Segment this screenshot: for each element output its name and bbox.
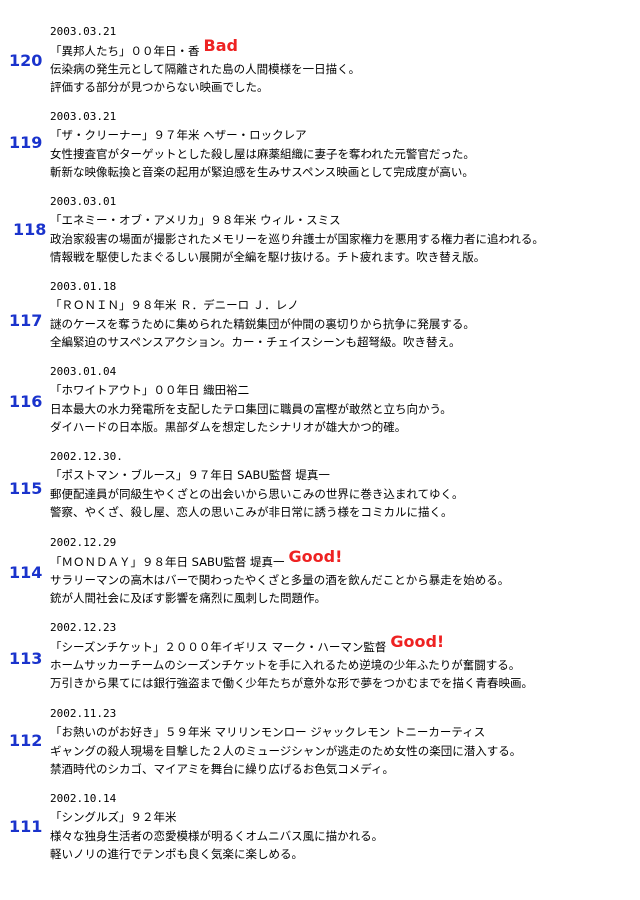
movie-entry: 113 2002.12.23 「シーズンチケット」２０００年イギリス マーク・ハ…	[0, 621, 640, 707]
entry-description-2: 全編緊迫のサスペンスアクション。カー・チェイスシーンも超弩級。吹き替え。	[50, 335, 461, 349]
entry-description-1: 女性捜査官がターゲットとした殺し屋は麻薬組織に妻子を奪われた元警官だった。	[50, 147, 475, 161]
entry-date: 2002.11.23	[50, 707, 117, 720]
entry-date: 2002.12.23	[50, 621, 117, 634]
entry-title-line: 「ＲＯＮＩＮ」９８年米 Ｒ．デニーロ Ｊ．レノ	[50, 296, 299, 314]
rating-badge: Bad	[203, 36, 238, 55]
entry-description-2: 斬新な映像転換と音楽の起用が緊迫感を生みサスペンス映画として完成度が高い。	[50, 165, 474, 179]
entry-number: 112	[9, 731, 43, 750]
entry-description-1: サラリーマンの高木はバーで関わったやくざと多量の酒を飲んだことから暴走を始める。	[50, 573, 510, 587]
entry-date: 2003.03.01	[50, 195, 117, 208]
entry-number: 116	[9, 392, 43, 411]
entry-title: 「エネミー・オブ・アメリカ」９８年米 ウィル・スミス	[50, 213, 341, 227]
entry-date: 2002.10.14	[50, 792, 117, 805]
rating-badge: Good!	[288, 547, 343, 566]
movie-entry: 119 2003.03.21 「ザ・クリーナー」９７年米 ヘザー・ロックレア 女…	[0, 110, 640, 196]
entry-description-1: 様々な独身生活者の恋愛模様が明るくオムニバス風に描かれる。	[50, 829, 384, 843]
entry-number: 113	[9, 649, 43, 668]
movie-entry: 114 2002.12.29 「ＭＯＮＤＡＹ」９８年日 SABU監督 堤真一 Go…	[0, 536, 640, 622]
movie-entry: 115 2002.12.30. 「ポストマン・ブルース」９７年日 SABU監督 …	[0, 450, 640, 536]
entry-title: 「異邦人たち」００年日・香	[50, 44, 200, 58]
movie-entry: 117 2003.01.18 「ＲＯＮＩＮ」９８年米 Ｒ．デニーロ Ｊ．レノ 謎…	[0, 280, 640, 366]
entry-title: 「ホワイトアウト」００年日 織田裕二	[50, 383, 250, 397]
entry-title-line: 「ホワイトアウト」００年日 織田裕二	[50, 381, 249, 399]
entry-date: 2003.01.18	[50, 280, 117, 293]
entry-description-1: ホームサッカーチームのシーズンチケットを手に入れるため逆境の少年ふたりが奮闘する…	[50, 658, 521, 672]
entry-date: 2003.03.21	[50, 110, 117, 123]
entry-description-2: 万引きから果てには銀行強盗まで働く少年たちが意外な形で夢をつかむまでを描く青春映…	[50, 676, 533, 690]
entry-number: 111	[9, 817, 43, 836]
entry-number: 120	[9, 51, 43, 70]
entry-description-2: 軽いノリの進行でテンポも良く気楽に楽しめる。	[50, 847, 303, 861]
entry-number: 115	[9, 479, 43, 498]
entry-title-line: 「シングルズ」９２年米	[50, 808, 177, 826]
entry-title-line: 「ポストマン・ブルース」９７年日 SABU監督 堤真一	[50, 466, 330, 484]
entry-title: 「ＲＯＮＩＮ」９８年米 Ｒ．デニーロ Ｊ．レノ	[50, 298, 299, 312]
movie-entry: 116 2003.01.04 「ホワイトアウト」００年日 織田裕二 日本最大の水…	[0, 365, 640, 451]
entry-description-2: 禁酒時代のシカゴ、マイアミを舞台に繰り広げるお色気コメディ。	[50, 762, 394, 776]
entry-title-line: 「ＭＯＮＤＡＹ」９８年日 SABU監督 堤真一 Good!	[50, 548, 342, 571]
movie-entry: 120 2003.03.21 「異邦人たち」００年日・香 Bad 伝染病の発生元と…	[0, 25, 640, 111]
entry-date: 2003.03.21	[50, 25, 117, 38]
entry-title-line: 「シーズンチケット」２０００年イギリス マーク・ハーマン監督 Good!	[50, 633, 444, 656]
entry-description-2: ダイハードの日本版。黒部ダムを想定したシナリオが雄大かつ的確。	[50, 420, 407, 434]
entry-title-line: 「ザ・クリーナー」９７年米 ヘザー・ロックレア	[50, 126, 307, 144]
entry-title-line: 「エネミー・オブ・アメリカ」９８年米 ウィル・スミス	[50, 211, 341, 229]
entry-description-2: 銃が人間社会に及ぼす影響を痛烈に風刺した問題作。	[50, 591, 326, 605]
entry-description-1: 郵便配達員が同級生やくざとの出会いから思いこみの世界に巻き込まれてゆく。	[50, 487, 464, 501]
entry-description-1: ギャングの殺人現場を目撃した２人のミュージシャンが逃走のため女性の楽団に潜入する…	[50, 744, 522, 758]
entry-number: 117	[9, 311, 43, 330]
entry-description-2: 評価する部分が見つからない映画でした。	[50, 80, 269, 94]
entry-title: 「ザ・クリーナー」９７年米 ヘザー・ロックレア	[50, 128, 307, 142]
entry-title-line: 「お熱いのがお好き」５９年米 マリリンモンロー ジャックレモン トニーカーティス	[50, 723, 485, 741]
entry-number: 114	[9, 563, 43, 582]
entry-description-1: 日本最大の水力発電所を支配したテロ集団に職員の富樫が敢然と立ち向かう。	[50, 402, 452, 416]
entry-date: 2002.12.30.	[50, 450, 123, 463]
entry-description-1: 謎のケースを奪うために集められた精鋭集団が仲間の裏切りから抗争に発展する。	[50, 317, 475, 331]
entry-number: 118	[13, 220, 47, 239]
movie-entry: 111 2002.10.14 「シングルズ」９２年米 様々な独身生活者の恋愛模様…	[0, 792, 640, 878]
rating-badge: Good!	[390, 632, 445, 651]
entry-description-2: 警察、やくざ、殺し屋、恋人の思いこみが非日常に誘う様をコミカルに描く。	[50, 505, 453, 519]
movie-entry: 118 2003.03.01 「エネミー・オブ・アメリカ」９８年米 ウィル・スミ…	[0, 195, 640, 281]
entry-description-1: 伝染病の発生元として隔離された島の人間模様を一日描く。	[50, 62, 361, 76]
entry-description-1: 政治家殺害の場面が撮影されたメモリーを巡り弁護士が国家権力を悪用する権力者に追わ…	[50, 232, 544, 246]
entry-date: 2003.01.04	[50, 365, 117, 378]
entry-number: 119	[9, 133, 43, 152]
entry-title: 「お熱いのがお好き」５９年米 マリリンモンロー ジャックレモン トニーカーティス	[50, 725, 486, 739]
entry-title-line: 「異邦人たち」００年日・香 Bad	[50, 37, 238, 60]
entry-date: 2002.12.29	[50, 536, 117, 549]
entry-title: 「シングルズ」９２年米	[50, 810, 177, 824]
entry-description-2: 情報戦を駆使したまぐるしい展開が全編を駆け抜ける。チト疲れます。吹き替え版。	[50, 250, 486, 264]
entry-title: 「シーズンチケット」２０００年イギリス マーク・ハーマン監督	[50, 640, 387, 654]
movie-entry: 112 2002.11.23 「お熱いのがお好き」５９年米 マリリンモンロー ジ…	[0, 707, 640, 793]
entry-title: 「ＭＯＮＤＡＹ」９８年日 SABU監督 堤真一	[50, 555, 285, 569]
entry-title: 「ポストマン・ブルース」９７年日 SABU監督 堤真一	[50, 468, 330, 482]
